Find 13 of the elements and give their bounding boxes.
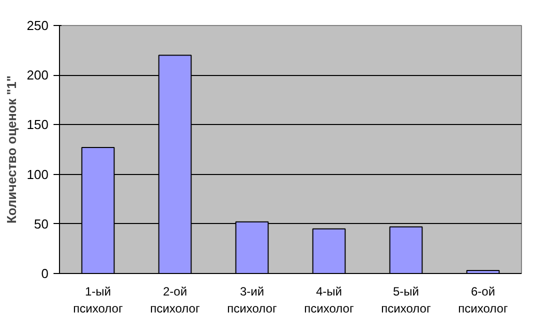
x-tick-label: 4-ый психолог: [304, 284, 354, 316]
x-tick-label: 1-ый психолог: [73, 284, 124, 316]
y-tick-label: 100: [26, 166, 49, 182]
y-tick-label: 50: [34, 216, 49, 232]
y-tick-label: 0: [41, 266, 49, 281]
x-tick-label: 6-ой психолог: [458, 284, 508, 316]
y-axis-title: Количество оценок "1": [4, 75, 19, 224]
y-tick-label: 200: [26, 68, 49, 83]
y-tick-label: 250: [26, 18, 49, 33]
x-tick-label: 2-ой психолог: [150, 284, 200, 316]
y-tick-label: 150: [26, 117, 49, 132]
x-tick-label: 3-ий психолог: [227, 284, 278, 316]
x-tick-label: 5-ый психолог: [381, 284, 432, 316]
